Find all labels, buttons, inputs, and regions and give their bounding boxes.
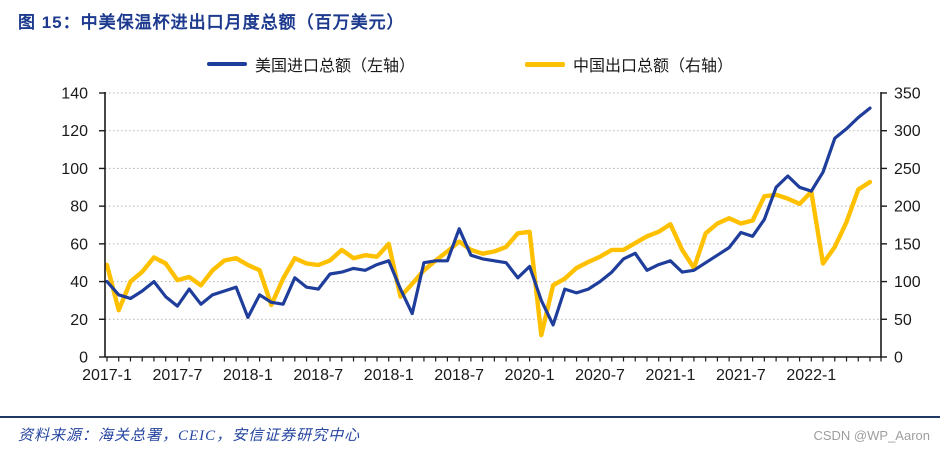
watermark: CSDN @WP_Aaron	[813, 428, 930, 443]
source-note: 资料来源：海关总署，CEIC，安信证券研究中心	[18, 428, 361, 444]
svg-text:250: 250	[894, 161, 921, 178]
svg-text:2018-7: 2018-7	[293, 367, 343, 384]
svg-text:120: 120	[61, 123, 88, 140]
svg-text:2020-7: 2020-7	[575, 367, 625, 384]
svg-text:2021-7: 2021-7	[716, 367, 766, 384]
svg-text:140: 140	[61, 86, 88, 103]
svg-text:350: 350	[894, 86, 921, 103]
legend-label-china-exports: 中国出口总额（右轴）	[573, 58, 734, 75]
svg-text:300: 300	[894, 123, 921, 140]
svg-text:0: 0	[79, 350, 88, 367]
figure-title: 图 15：中美保温杯进出口月度总额（百万美元）	[18, 13, 405, 32]
svg-text:100: 100	[61, 161, 88, 178]
svg-text:60: 60	[70, 236, 88, 253]
svg-text:0: 0	[894, 350, 903, 367]
svg-text:80: 80	[70, 199, 88, 216]
svg-text:20: 20	[70, 312, 88, 329]
legend-item-us-imports: 美国进口总额（左轴）	[206, 52, 415, 76]
chart-legend: 美国进口总额（左轴） 中国出口总额（右轴）	[0, 52, 940, 76]
svg-text:2018-7: 2018-7	[434, 367, 484, 384]
svg-text:2018-1: 2018-1	[364, 367, 414, 384]
footer-divider	[0, 416, 940, 418]
svg-text:2022-1: 2022-1	[786, 367, 836, 384]
legend-label-us-imports: 美国进口总额（左轴）	[254, 58, 415, 75]
svg-text:2021-1: 2021-1	[646, 367, 696, 384]
svg-text:100: 100	[894, 274, 921, 291]
svg-text:2017-7: 2017-7	[153, 367, 203, 384]
svg-text:150: 150	[894, 236, 921, 253]
legend-item-china-exports: 中国出口总额（右轴）	[525, 52, 733, 76]
svg-text:50: 50	[894, 312, 912, 329]
us-imports-line-swatch	[206, 62, 247, 66]
svg-text:2018-1: 2018-1	[223, 367, 273, 384]
china-exports-line-swatch	[525, 61, 565, 67]
svg-text:40: 40	[70, 274, 88, 291]
svg-text:2020-1: 2020-1	[505, 367, 555, 384]
svg-text:200: 200	[894, 199, 921, 216]
svg-text:2017-1: 2017-1	[82, 367, 132, 384]
